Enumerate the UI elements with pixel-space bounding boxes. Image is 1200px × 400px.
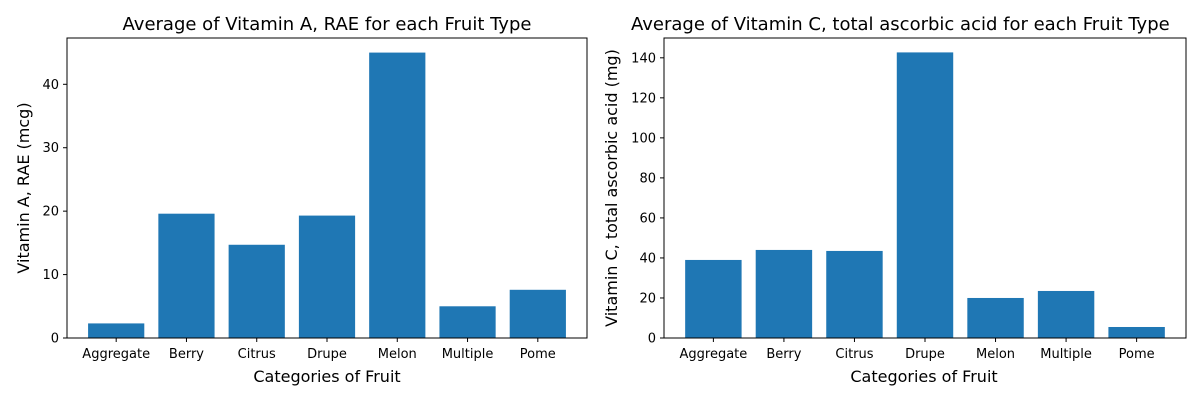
- bar-aggregate: [88, 323, 145, 338]
- y-axis-label: Vitamin C, total ascorbic acid (mg): [602, 49, 621, 327]
- x-tick-label: Drupe: [307, 347, 347, 362]
- bar-citrus: [826, 250, 883, 338]
- y-tick-label: 100: [631, 131, 656, 146]
- x-tick-label: Aggregate: [82, 347, 150, 362]
- x-tick-label: Pome: [1119, 347, 1155, 362]
- y-tick-label: 80: [639, 171, 656, 186]
- axes-frame: [66, 37, 588, 339]
- bar-citrus: [228, 244, 285, 338]
- chart-vitamin-c: Average of Vitamin C, total ascorbic aci…: [602, 14, 1187, 386]
- bar-berry: [755, 249, 813, 338]
- y-tick-label: 0: [648, 332, 656, 347]
- x-tick-label: Drupe: [905, 347, 945, 362]
- y-tick-label: 20: [639, 291, 656, 306]
- bar-melon: [967, 297, 1024, 338]
- bar-multiple: [439, 306, 496, 338]
- y-tick-label: 20: [42, 205, 59, 220]
- chart-vitamin-a: Average of Vitamin A, RAE for each Fruit…: [14, 14, 588, 386]
- x-tick-label: Multiple: [1040, 347, 1092, 362]
- x-tick-label: Melon: [378, 347, 417, 362]
- axes-frame: [663, 37, 1187, 339]
- y-tick-label: 40: [639, 251, 656, 266]
- x-tick-label: Berry: [766, 347, 801, 362]
- x-tick-label: Multiple: [442, 347, 494, 362]
- bar-pome: [509, 289, 566, 338]
- plot-area: Aggregate Berry Citrus Drupe Melon Multiple Po…: [42, 52, 566, 362]
- bar-aggregate: [685, 259, 742, 338]
- plot-area: Aggregate Berry Citrus Drupe Melon Multiple Po…: [631, 51, 1165, 362]
- y-tick-label: 140: [631, 51, 656, 66]
- bar-multiple: [1037, 290, 1095, 338]
- bar-berry: [158, 213, 215, 338]
- x-tick-label: Aggregate: [679, 347, 747, 362]
- y-axis-label: Vitamin A, RAE (mcg): [14, 102, 33, 273]
- x-tick-label: Pome: [520, 347, 556, 362]
- bar-pome: [1108, 326, 1165, 338]
- x-tick-label: Citrus: [238, 347, 276, 362]
- x-tick-label: Berry: [169, 347, 204, 362]
- y-tick-label: 40: [42, 78, 59, 93]
- x-axis-label: Categories of Fruit: [850, 367, 997, 386]
- bar-drupe: [896, 52, 954, 338]
- y-tick-label: 30: [42, 141, 59, 156]
- x-axis-label: Categories of Fruit: [253, 367, 400, 386]
- bar-melon: [369, 52, 426, 338]
- chart-title: Average of Vitamin C, total ascorbic aci…: [631, 14, 1170, 35]
- x-tick-label: Melon: [976, 347, 1015, 362]
- x-tick-label: Citrus: [835, 347, 873, 362]
- chart-title: Average of Vitamin A, RAE for each Fruit…: [123, 14, 532, 35]
- y-tick-label: 60: [639, 211, 656, 226]
- y-tick-label: 0: [51, 332, 59, 347]
- bar-drupe: [298, 215, 356, 338]
- y-tick-label: 120: [631, 91, 656, 106]
- y-tick-label: 10: [42, 268, 59, 283]
